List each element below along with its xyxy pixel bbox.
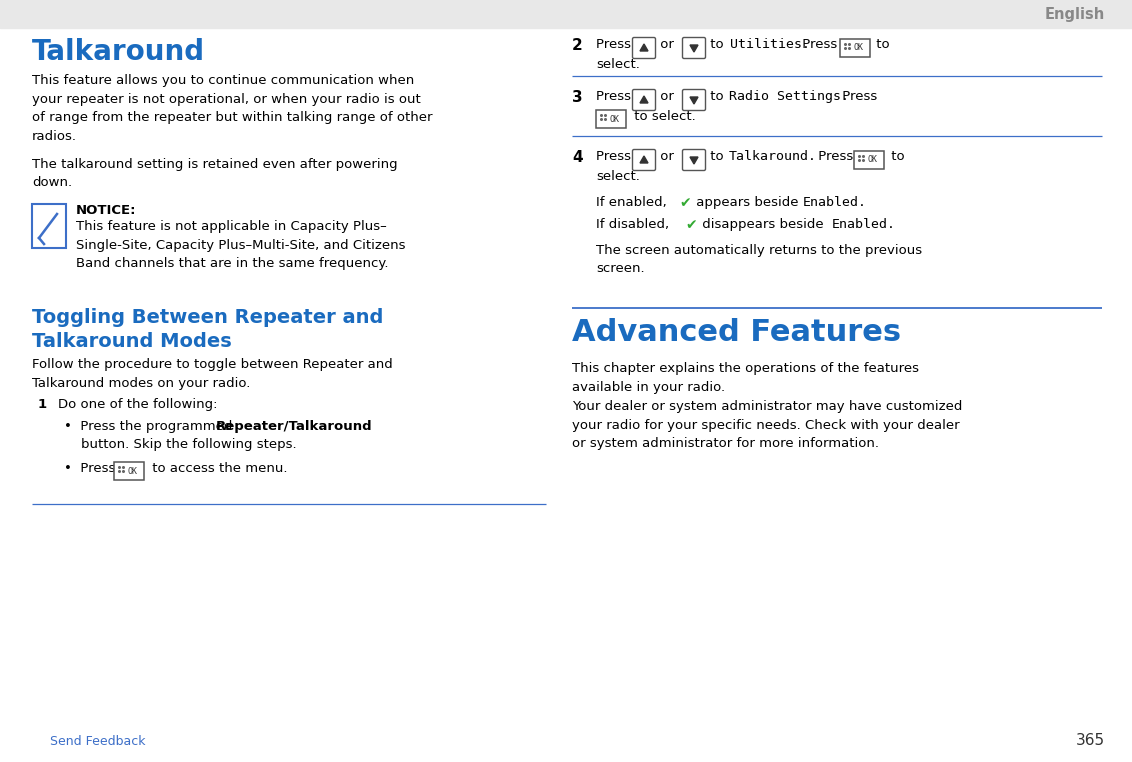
Text: This chapter explains the operations of the features
available in your radio.: This chapter explains the operations of … [572,362,919,393]
Text: disappears beside: disappears beside [698,218,827,231]
Text: This feature is not applicable in Capacity Plus–
Single-Site, Capacity Plus–Mult: This feature is not applicable in Capaci… [76,220,405,270]
FancyBboxPatch shape [633,37,655,59]
FancyBboxPatch shape [32,204,66,248]
Text: 3: 3 [572,90,583,105]
Polygon shape [691,97,698,104]
Text: 365: 365 [1075,733,1105,748]
Text: to: to [887,150,904,163]
Text: If disabled,: If disabled, [597,218,674,231]
FancyBboxPatch shape [683,89,705,110]
Text: Press: Press [814,150,858,163]
Text: OK: OK [610,114,619,123]
Text: 1: 1 [38,398,48,411]
Text: OK: OK [867,155,877,165]
Text: or: or [657,38,678,51]
Text: Talkaround: Talkaround [32,38,205,66]
Text: Radio Settings.: Radio Settings. [729,90,849,103]
Text: 4: 4 [572,150,583,165]
Text: Press: Press [597,150,635,163]
Text: Advanced Features: Advanced Features [572,318,901,347]
Text: English: English [1045,7,1105,21]
Text: The screen automatically returns to the previous
screen.: The screen automatically returns to the … [597,244,923,276]
Text: to access the menu.: to access the menu. [148,462,288,475]
FancyBboxPatch shape [683,149,705,171]
Text: Enabled.: Enabled. [832,218,897,231]
Text: Press: Press [597,90,635,103]
FancyBboxPatch shape [633,149,655,171]
Text: or: or [657,90,678,103]
Text: or: or [657,150,678,163]
Text: If enabled,: If enabled, [597,196,671,209]
Text: NOTICE:: NOTICE: [76,204,137,217]
Text: Send Feedback: Send Feedback [50,735,146,748]
Polygon shape [640,156,648,163]
Text: Repeater/Talkaround: Repeater/Talkaround [216,420,372,433]
Text: button. Skip the following steps.: button. Skip the following steps. [65,438,297,451]
Text: Toggling Between Repeater and
Talkaround Modes: Toggling Between Repeater and Talkaround… [32,308,384,351]
Text: to: to [706,90,728,103]
Text: select.: select. [597,58,640,71]
Text: OK: OK [128,466,138,475]
Text: ✔: ✔ [685,218,696,232]
FancyBboxPatch shape [840,39,871,57]
FancyBboxPatch shape [597,110,626,128]
Bar [0,0,1132,28]
Polygon shape [640,44,648,51]
FancyBboxPatch shape [854,151,884,169]
Polygon shape [640,96,648,103]
Polygon shape [691,157,698,164]
Text: to: to [872,38,890,51]
Text: appears beside: appears beside [692,196,803,209]
Text: Press: Press [597,38,635,51]
Text: Talkaround.: Talkaround. [729,150,817,163]
Text: to: to [706,38,728,51]
Text: 2: 2 [572,38,583,53]
Text: Follow the procedure to toggle between Repeater and
Talkaround modes on your rad: Follow the procedure to toggle between R… [32,358,393,389]
Text: OK: OK [854,43,864,53]
Text: Press: Press [838,90,877,103]
Text: The talkaround setting is retained even after powering
down.: The talkaround setting is retained even … [32,158,397,190]
Polygon shape [691,45,698,52]
Text: •  Press the programmed: • Press the programmed [65,420,237,433]
Text: Your dealer or system administrator may have customized
your radio for your spec: Your dealer or system administrator may … [572,400,962,450]
FancyBboxPatch shape [633,89,655,110]
Text: select.: select. [597,170,640,183]
Text: Enabled.: Enabled. [803,196,867,209]
Text: This feature allows you to continue communication when
your repeater is not oper: This feature allows you to continue comm… [32,74,432,142]
Text: Utilities.: Utilities. [730,38,811,51]
Text: to select.: to select. [631,110,696,123]
Text: Do one of the following:: Do one of the following: [58,398,217,411]
Text: to: to [706,150,728,163]
Text: •  Press: • Press [65,462,120,475]
Text: Press: Press [798,38,841,51]
FancyBboxPatch shape [683,37,705,59]
Text: ✔: ✔ [679,196,691,210]
FancyBboxPatch shape [114,462,144,480]
